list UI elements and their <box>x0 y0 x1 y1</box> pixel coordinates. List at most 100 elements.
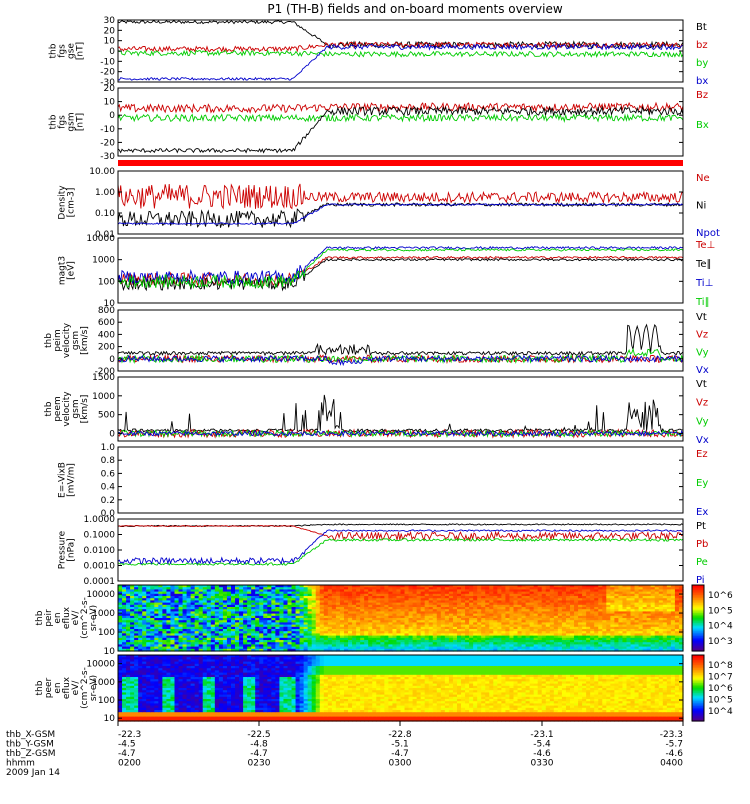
y-tick-label: 1.00 <box>95 188 115 198</box>
y-axis-label: Density[cm-3] <box>58 185 77 220</box>
legend-label: Ex <box>696 507 708 518</box>
y-tick-label: 0.4 <box>101 483 116 493</box>
legend-label: bz <box>696 40 708 51</box>
series-line-pb <box>118 526 683 540</box>
legend-label: Ti∥ <box>695 297 710 308</box>
legend-label: Vz <box>696 330 708 341</box>
y-tick-label: 30 <box>104 16 116 26</box>
legend-label: Bz <box>696 90 708 101</box>
y-tick-label: 20 <box>104 26 116 36</box>
y-tick-label: 0 <box>109 47 115 57</box>
series-line-bx <box>118 44 683 80</box>
legend-label: Ey <box>696 478 708 489</box>
legend-label: by <box>696 58 708 69</box>
y-axis-label-line: [eV] <box>67 261 77 280</box>
colorbar-tick-label: 10^6 <box>708 591 733 601</box>
legend-label: Pb <box>696 539 708 550</box>
legend-label: Pi <box>696 575 705 586</box>
y-tick-label: 0.0010 <box>84 562 116 572</box>
legend-label: Te∥ <box>695 259 712 270</box>
series-line-by <box>118 51 683 57</box>
legend-label: Te⊥ <box>695 240 715 251</box>
legend-label: Vz <box>696 398 708 409</box>
y-axis-label-line: [nT] <box>76 42 86 60</box>
series-line-vt <box>118 395 683 432</box>
y-tick-label: 0.1000 <box>84 531 116 541</box>
y-tick-label: 200 <box>98 343 115 353</box>
legend-label: Ez <box>696 449 708 460</box>
legend-label: Ni <box>696 201 706 212</box>
legend-label: Npot <box>696 228 720 239</box>
y-tick-label: 20 <box>104 84 116 94</box>
y-tick-label: 10.00 <box>89 167 115 177</box>
y-tick-label: 800 <box>98 306 115 316</box>
y-tick-label: 1000 <box>92 256 115 266</box>
colorbar-tick-label: 10^5 <box>708 606 733 616</box>
y-tick-label: 0 <box>109 430 115 440</box>
y-tick-label: 0.0100 <box>84 546 116 556</box>
y-tick-label: 1000 <box>92 392 115 402</box>
panel-frame <box>118 238 683 303</box>
y-tick-label: -20 <box>100 138 115 148</box>
y-tick-label: 0 <box>109 111 115 121</box>
panel-frame <box>118 447 683 513</box>
legend-label: Pt <box>696 521 706 532</box>
y-tick-label: -10 <box>100 125 115 135</box>
y-tick-label: 0 <box>109 355 115 365</box>
y-tick-label: -20 <box>100 68 115 78</box>
y-tick-label: 500 <box>98 411 115 421</box>
panel-frame <box>118 310 683 371</box>
y-tick-label: 10000 <box>86 234 115 244</box>
y-tick-label: 0.0001 <box>84 577 116 587</box>
y-axis-label-line: [km/s] <box>80 326 90 355</box>
series-line-unnamed <box>118 107 683 153</box>
y-tick-label: 1.0 <box>101 443 116 453</box>
y-tick-label: 400 <box>98 330 115 340</box>
legend-label: Vy <box>696 416 709 427</box>
y-axis-label: Pressure[nPa] <box>58 530 77 569</box>
y-axis-label: magt3[eV] <box>58 256 77 285</box>
y-tick-label: -30 <box>100 152 115 162</box>
y-axis-label-line: [cm-3] <box>67 188 77 218</box>
colorbar-tick-label: 10^3 <box>708 637 733 647</box>
y-axis-label-line: sr-eV) <box>89 605 99 631</box>
panel-frame <box>118 88 683 156</box>
y-axis-label: E=-VixB[mV/m] <box>58 462 77 498</box>
y-tick-label: 0.8 <box>101 456 116 466</box>
legend-label: Ti⊥ <box>695 278 713 289</box>
panel-pressure: Pt Pb Pe Pi 1.0000 0.1000 0.0100 0.0010 0.0001 Pr… <box>58 515 709 587</box>
y-tick-label: 0.10 <box>95 209 115 219</box>
series-line-vt <box>118 325 683 355</box>
legend-label: Vt <box>696 312 707 323</box>
y-tick-label: 100 <box>98 628 115 638</box>
chart-title: P1 (TH-B) fields and on-board moments ov… <box>267 2 563 16</box>
legend-label: Vy <box>696 347 709 358</box>
y-tick-label: 10000 <box>86 590 115 600</box>
legend-label: Bx <box>696 120 709 131</box>
y-axis-label-line: [nPa] <box>67 538 77 561</box>
legend-label: Vx <box>696 365 709 376</box>
y-tick-label: 1.0000 <box>84 515 116 525</box>
y-tick-label: 10 <box>104 98 116 108</box>
y-tick-label: 600 <box>98 318 115 328</box>
series-line-bx <box>118 115 683 122</box>
colorbar-tick-label: 10^4 <box>708 622 733 632</box>
y-tick-label: 100 <box>98 277 115 287</box>
legend-label: Pe <box>696 557 708 568</box>
